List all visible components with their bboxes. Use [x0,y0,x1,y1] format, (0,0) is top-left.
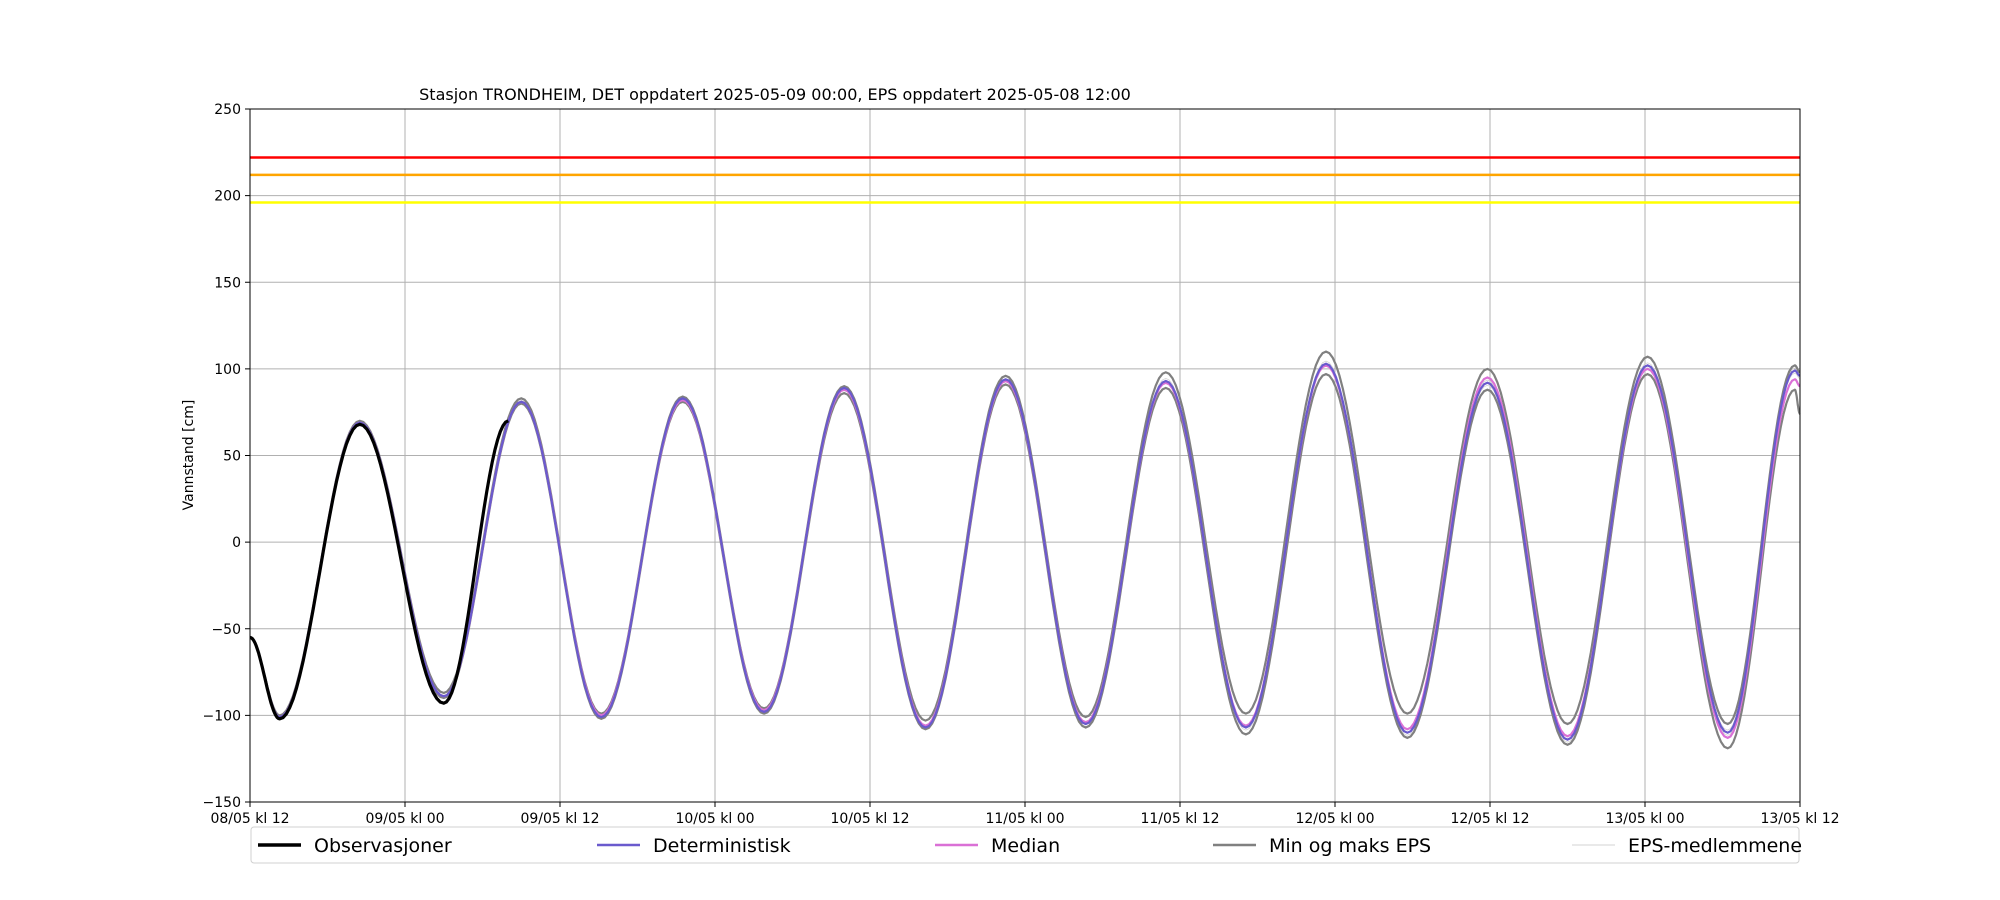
x-tick-label: 11/05 kl 12 [1140,811,1219,827]
grid [249,108,1801,803]
x-tick-label: 09/05 kl 12 [520,811,599,827]
y-tick-label: 100 [214,362,241,378]
x-tick-label: 13/05 kl 00 [1605,811,1684,827]
x-tick-label: 11/05 kl 00 [985,811,1064,827]
x-tick-label: 12/05 kl 00 [1295,811,1374,827]
y-tick-label: −50 [211,622,241,638]
series-lines [249,350,1801,750]
y-tick-label: 50 [223,449,241,465]
legend-label-eps-members: EPS-medlemmene [1628,835,1802,857]
y-tick-label: −150 [203,795,241,811]
legend-box [250,826,1800,864]
x-axis-ticks: 08/05 kl 12 09/05 kl 00 09/05 kl 12 10/05 k… [210,802,1840,827]
y-tick-label: 250 [214,102,241,118]
y-tick-label: 150 [214,275,241,291]
x-tick-label: 12/05 kl 12 [1450,811,1529,827]
y-tick-label: 200 [214,189,241,205]
x-tick-label: 10/05 kl 00 [675,811,754,827]
x-tick-label: 10/05 kl 12 [830,811,909,827]
x-tick-label: 09/05 kl 00 [365,811,444,827]
y-tick-label: −100 [203,708,241,724]
y-axis-label: Vannstand [cm] [181,400,197,511]
legend: Observasjoner Deterministisk Median Min og … [250,826,1802,864]
legend-label-median: Median [991,835,1060,857]
legend-label-observed: Observasjoner [314,835,452,857]
legend-label-eps-minmax: Min og maks EPS [1269,835,1431,857]
x-tick-label: 13/05 kl 12 [1760,811,1839,827]
y-tick-label: 0 [232,535,241,551]
x-tick-label: 08/05 kl 12 [210,811,289,827]
y-axis-ticks: −150 −100 −50 0 50 100 150 200 250 [203,102,250,811]
legend-label-deterministic: Deterministisk [653,835,791,857]
chart-title: Stasjon TRONDHEIM, DET oppdatert 2025-05… [419,85,1131,104]
deterministic-line [249,362,1801,741]
threshold-lines [250,156,1800,204]
observed-line [249,419,509,721]
